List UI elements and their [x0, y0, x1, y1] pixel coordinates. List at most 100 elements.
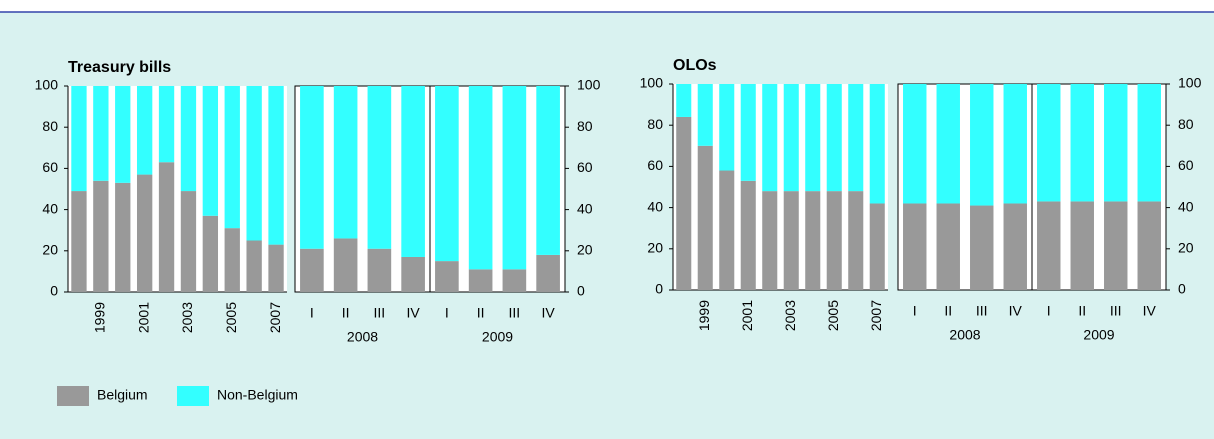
bar-segment — [536, 254, 560, 292]
x-tick-label: III — [976, 303, 988, 319]
bar-segment — [1137, 201, 1161, 290]
y-tick-label: 20 — [42, 242, 58, 258]
bar-segment — [300, 86, 324, 249]
bar-segment — [435, 261, 459, 292]
bar-segment — [202, 215, 219, 292]
bar-segment — [224, 228, 240, 292]
y2-tick-label: 100 — [577, 77, 601, 93]
bar-segment — [401, 256, 425, 292]
y2-tick-label: 0 — [1178, 281, 1186, 297]
bar-segment — [697, 145, 713, 290]
bar-segment — [300, 248, 324, 292]
chart-title: Treasury bills — [68, 59, 171, 76]
bar-segment — [848, 191, 864, 290]
bar-segment — [468, 269, 493, 292]
y2-tick-label: 40 — [577, 200, 593, 216]
bar-segment — [826, 191, 842, 290]
y2-tick-label: 100 — [1178, 75, 1202, 91]
x-tick-label: I — [445, 305, 449, 321]
group-label: 2008 — [949, 327, 980, 343]
x-tick-label: 2007 — [267, 302, 283, 333]
x-tick-label: IV — [1009, 303, 1023, 319]
bar-segment — [502, 86, 527, 270]
bar-segment — [869, 203, 885, 290]
bar-segment — [333, 86, 358, 239]
bar-segment — [93, 86, 109, 181]
bar-segment — [936, 84, 960, 204]
bar-segment — [697, 84, 713, 146]
bar-segment — [367, 86, 392, 249]
x-tick-label: I — [913, 303, 917, 319]
x-tick-label: II — [477, 305, 485, 321]
bar-segment — [468, 86, 493, 270]
legend-swatch — [177, 386, 209, 406]
y-tick-label: 0 — [50, 283, 58, 299]
bar-segment — [268, 244, 284, 292]
bar-segment — [180, 191, 197, 292]
y2-tick-label: 0 — [577, 283, 585, 299]
bar-segment — [224, 86, 240, 229]
bar-segment — [1104, 201, 1128, 290]
x-tick-label: II — [944, 303, 952, 319]
bar-segment — [180, 86, 197, 192]
x-tick-label: 2003 — [179, 302, 195, 333]
bar-segment — [970, 205, 994, 290]
bar-segment — [740, 84, 756, 181]
bar-segment — [93, 180, 109, 292]
y2-tick-label: 20 — [577, 242, 593, 258]
bar-segment — [783, 84, 799, 192]
y2-tick-label: 80 — [577, 118, 593, 134]
y-tick-label: 40 — [647, 198, 663, 214]
bar-segment — [435, 86, 459, 262]
x-tick-label: III — [1110, 303, 1122, 319]
bar-segment — [676, 84, 692, 117]
y-tick-label: 0 — [655, 281, 663, 297]
bar-segment — [740, 180, 756, 290]
bar-segment — [869, 84, 885, 204]
y2-tick-label: 60 — [1178, 157, 1194, 173]
x-tick-label: 1999 — [696, 300, 712, 331]
bar-segment — [826, 84, 842, 192]
y-tick-label: 40 — [42, 200, 58, 216]
bar-segment — [970, 84, 994, 206]
x-tick-label: 2001 — [135, 302, 151, 333]
bar-segment — [202, 86, 219, 216]
bar-segment — [401, 86, 425, 257]
bar-segment — [1037, 201, 1061, 290]
y-tick-label: 60 — [647, 157, 663, 173]
bar-segment — [1137, 84, 1161, 202]
bar-segment — [115, 182, 131, 292]
group-label: 2009 — [1083, 327, 1114, 343]
bar-segment — [1003, 203, 1027, 290]
x-tick-label: 2001 — [739, 300, 755, 331]
group-label: 2009 — [482, 329, 513, 345]
bar-segment — [1003, 84, 1027, 204]
x-tick-label: I — [310, 305, 314, 321]
x-tick-label: IV — [407, 305, 421, 321]
bar-segment — [246, 86, 262, 241]
bar-segment — [502, 269, 527, 292]
x-tick-label: 2005 — [825, 300, 841, 331]
y-tick-label: 60 — [42, 159, 58, 175]
bar-segment — [158, 86, 175, 163]
x-tick-label: II — [342, 305, 350, 321]
bar-segment — [762, 84, 778, 192]
bar-segment — [848, 84, 864, 192]
chart-title: OLOs — [673, 57, 717, 74]
bar-segment — [719, 170, 735, 290]
bar-segment — [71, 86, 87, 192]
y2-tick-label: 60 — [577, 159, 593, 175]
x-tick-label: 2007 — [868, 300, 884, 331]
y-tick-label: 100 — [35, 77, 59, 93]
bar-segment — [783, 191, 799, 290]
y2-tick-label: 80 — [1178, 116, 1194, 132]
x-tick-label: 2003 — [782, 300, 798, 331]
bar-segment — [805, 84, 821, 192]
bar-segment — [367, 248, 392, 292]
y-tick-label: 100 — [640, 75, 664, 91]
x-tick-label: 2005 — [223, 302, 239, 333]
x-tick-label: IV — [1143, 303, 1157, 319]
y2-tick-label: 20 — [1178, 240, 1194, 256]
bar-segment — [903, 84, 927, 204]
